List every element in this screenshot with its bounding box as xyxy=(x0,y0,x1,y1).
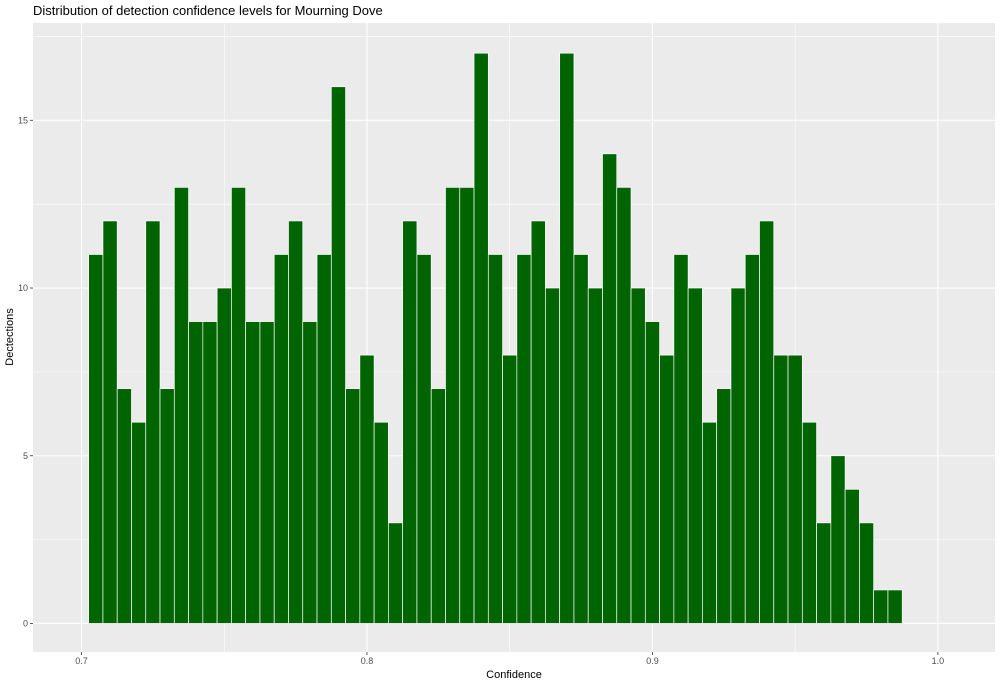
histogram-bar xyxy=(559,52,575,624)
histogram-bar xyxy=(687,287,703,624)
histogram-bar xyxy=(730,287,746,624)
histogram-bar xyxy=(173,187,189,624)
histogram-bar xyxy=(88,254,104,624)
histogram-bar xyxy=(302,321,318,624)
histogram-bar xyxy=(573,254,589,624)
histogram-bar xyxy=(716,388,732,624)
histogram-bar xyxy=(759,220,775,624)
x-tick-label: 0.9 xyxy=(646,656,659,666)
x-tick-label: 0.7 xyxy=(75,656,88,666)
histogram-bar xyxy=(516,254,532,624)
histogram-bar xyxy=(216,287,232,624)
y-tick-label: 10 xyxy=(18,283,28,293)
histogram-bar xyxy=(245,321,261,624)
histogram-bar xyxy=(830,455,846,624)
y-axis-label: Dectections xyxy=(4,308,16,366)
histogram-bar xyxy=(844,488,860,624)
histogram-bar xyxy=(630,287,646,624)
histogram-bar xyxy=(445,187,461,624)
histogram-bar xyxy=(744,254,760,624)
histogram-bar xyxy=(644,321,660,624)
y-tick-label: 0 xyxy=(23,618,28,628)
histogram-bar xyxy=(887,589,903,624)
histogram-bar xyxy=(330,86,346,624)
histogram-bar xyxy=(416,254,432,624)
histogram-bar xyxy=(202,321,218,624)
chart-title: Distribution of detection confidence lev… xyxy=(33,3,383,18)
histogram-bar xyxy=(545,287,561,624)
histogram-bar xyxy=(801,421,817,624)
histogram-bar xyxy=(787,354,803,624)
histogram-bar xyxy=(473,52,489,624)
x-axis-label: Confidence xyxy=(486,669,542,681)
x-tick-label: 1.0 xyxy=(932,656,945,666)
histogram-bar xyxy=(188,321,204,624)
histogram-bar xyxy=(602,153,618,624)
histogram-bar xyxy=(145,220,161,624)
x-axis: 0.7 0.8 0.9 1.0 xyxy=(75,652,944,666)
histogram-bar xyxy=(373,421,389,624)
histogram-bar xyxy=(702,421,718,624)
histogram-bars xyxy=(88,52,903,624)
histogram-bar xyxy=(502,354,518,624)
histogram-bar xyxy=(616,187,632,624)
histogram-bar xyxy=(459,187,475,624)
histogram-bar xyxy=(131,421,147,624)
histogram-bar xyxy=(402,220,418,624)
y-tick-label: 5 xyxy=(23,451,28,461)
histogram-bar xyxy=(816,522,832,624)
histogram-bar xyxy=(345,388,361,624)
histogram-bar xyxy=(316,254,332,624)
y-tick-label: 15 xyxy=(18,115,28,125)
histogram-bar xyxy=(530,220,546,624)
histogram-bar xyxy=(359,354,375,624)
histogram-bar xyxy=(487,254,503,624)
histogram-bar xyxy=(159,388,175,624)
x-tick-label: 0.8 xyxy=(361,656,374,666)
histogram-bar xyxy=(231,187,247,624)
histogram-bar xyxy=(873,589,889,624)
histogram-bar xyxy=(288,220,304,624)
histogram-bar xyxy=(102,220,118,624)
histogram-bar xyxy=(773,354,789,624)
histogram-bar xyxy=(388,522,404,624)
histogram-bar xyxy=(430,388,446,624)
y-axis: 0 5 10 15 xyxy=(18,115,33,628)
histogram-bar xyxy=(659,354,675,624)
histogram-bar xyxy=(673,254,689,624)
histogram-bar xyxy=(273,254,289,624)
histogram-bar xyxy=(587,287,603,624)
histogram-bar xyxy=(116,388,132,624)
histogram-bar xyxy=(259,321,275,624)
histogram-bar xyxy=(859,522,875,624)
